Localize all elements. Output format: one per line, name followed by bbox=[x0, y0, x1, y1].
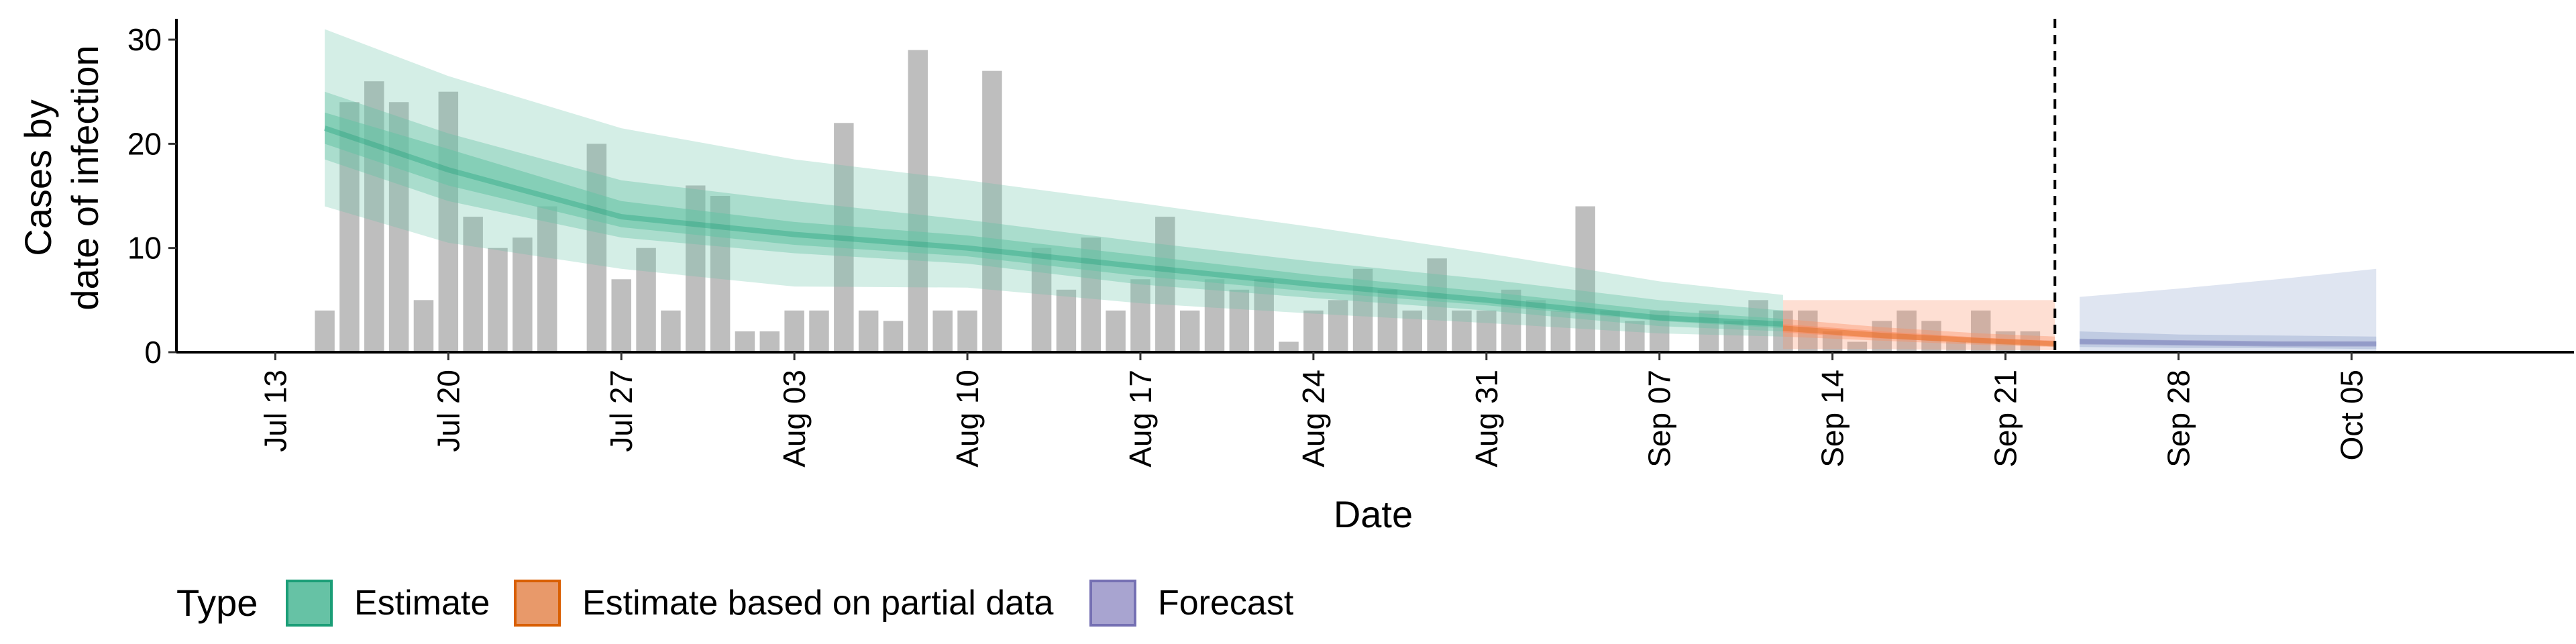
legend-key-estimate-based-on-partial-data bbox=[514, 580, 561, 627]
x-tick-label-6: Aug 24 bbox=[1296, 370, 1331, 468]
legend-label-estimate-based-on-partial-data: Estimate based on partial data bbox=[582, 584, 1054, 623]
bar-62 bbox=[1847, 341, 1868, 352]
x-tick-label-2: Jul 27 bbox=[604, 370, 639, 452]
bar-50 bbox=[1550, 310, 1571, 352]
axes: 0 10 20 30 Jul 13 Jul 20 Jul 27 Aug 03 Aug 10 Aug… bbox=[127, 19, 2574, 468]
bar-52 bbox=[1600, 310, 1620, 352]
forecast-median-line bbox=[2080, 339, 2377, 347]
bar-24 bbox=[908, 50, 928, 352]
x-tick-label-9: Sep 14 bbox=[1815, 370, 1850, 468]
x-tick-label-1: Jul 20 bbox=[431, 370, 466, 452]
legend-title: Type bbox=[176, 582, 258, 624]
legend-key-estimate bbox=[286, 580, 333, 627]
y-axis-title-line-1: Cases by bbox=[17, 99, 59, 256]
y-tick-label-10: 10 bbox=[127, 231, 162, 266]
bar-11 bbox=[586, 144, 607, 352]
estimate-based-on-partial-data-outer-band bbox=[1782, 300, 2055, 350]
bar-5 bbox=[438, 91, 459, 352]
estimate-based-on-partial-data-inner-band bbox=[1782, 324, 2055, 346]
bar-44 bbox=[1402, 310, 1423, 352]
estimate-median-line bbox=[323, 125, 1784, 327]
bar-37 bbox=[1229, 289, 1250, 352]
plot-area bbox=[315, 19, 2377, 352]
bar-25 bbox=[932, 310, 953, 352]
legend: Type Estimate Estimate based on partial d… bbox=[176, 580, 1294, 627]
forecast-outer-band bbox=[2080, 268, 2377, 352]
bar-14 bbox=[661, 310, 681, 352]
x-tick-label-12: Oct 05 bbox=[2334, 370, 2369, 461]
bar-32 bbox=[1106, 310, 1126, 352]
x-tick-label-10: Sep 21 bbox=[1988, 370, 2023, 468]
x-axis-title: Date bbox=[1334, 493, 1413, 535]
forecast-inner-band bbox=[2080, 338, 2377, 346]
bar-23 bbox=[883, 321, 904, 352]
bar-36 bbox=[1204, 279, 1225, 352]
estimate-based-on-partial-data-median-line bbox=[1782, 325, 2055, 347]
bar-64 bbox=[1896, 310, 1917, 352]
bar-46 bbox=[1452, 310, 1472, 352]
x-tick-label-4: Aug 10 bbox=[950, 370, 985, 468]
bar-6 bbox=[463, 217, 483, 352]
legend-key-forecast bbox=[1089, 580, 1136, 627]
bar-33 bbox=[1130, 279, 1150, 352]
y-axis-title-line-2: date of infection bbox=[64, 45, 106, 310]
bar-57 bbox=[1723, 321, 1743, 352]
bar-22 bbox=[858, 310, 879, 352]
bar-18 bbox=[759, 331, 780, 352]
bar-7 bbox=[488, 248, 508, 352]
bar-34 bbox=[1155, 217, 1175, 352]
bar-26 bbox=[957, 310, 977, 352]
bar-43 bbox=[1377, 289, 1398, 352]
bar-0 bbox=[315, 310, 335, 352]
estimate-outer-band bbox=[325, 29, 1783, 337]
bar-40 bbox=[1303, 310, 1324, 352]
bar-53 bbox=[1625, 321, 1645, 352]
bar-8 bbox=[513, 237, 533, 352]
bar-13 bbox=[636, 248, 656, 352]
x-tick-label-0: Jul 13 bbox=[258, 370, 292, 452]
x-tick-label-11: Sep 28 bbox=[2161, 370, 2196, 468]
bar-38 bbox=[1254, 279, 1274, 352]
bar-41 bbox=[1328, 300, 1348, 352]
estimate-inner-band bbox=[325, 112, 1783, 329]
y-tick-label-20: 20 bbox=[127, 126, 162, 161]
bar-20 bbox=[809, 310, 829, 352]
bar-17 bbox=[735, 331, 755, 352]
bar-51 bbox=[1575, 206, 1595, 352]
bar-4 bbox=[413, 300, 434, 352]
bar-35 bbox=[1179, 310, 1200, 352]
legend-label-forecast: Forecast bbox=[1158, 584, 1294, 623]
bar-45 bbox=[1427, 258, 1447, 352]
y-tick-label-0: 0 bbox=[144, 335, 162, 370]
bar-19 bbox=[784, 310, 804, 352]
y-tick-label-30: 30 bbox=[127, 22, 162, 57]
bar-12 bbox=[611, 279, 631, 352]
bar-39 bbox=[1279, 341, 1299, 352]
x-tick-label-3: Aug 03 bbox=[777, 370, 812, 468]
bar-27 bbox=[982, 70, 1002, 352]
x-tick-label-8: Sep 07 bbox=[1642, 370, 1677, 468]
x-tick-label-5: Aug 17 bbox=[1123, 370, 1158, 468]
bar-67 bbox=[1970, 310, 1991, 352]
x-tick-label-7: Aug 31 bbox=[1469, 370, 1504, 468]
bar-66 bbox=[1946, 341, 1966, 352]
bar-47 bbox=[1477, 310, 1497, 352]
bar-30 bbox=[1056, 289, 1077, 352]
bar-9 bbox=[537, 206, 557, 352]
legend-label-estimate: Estimate bbox=[354, 584, 490, 623]
